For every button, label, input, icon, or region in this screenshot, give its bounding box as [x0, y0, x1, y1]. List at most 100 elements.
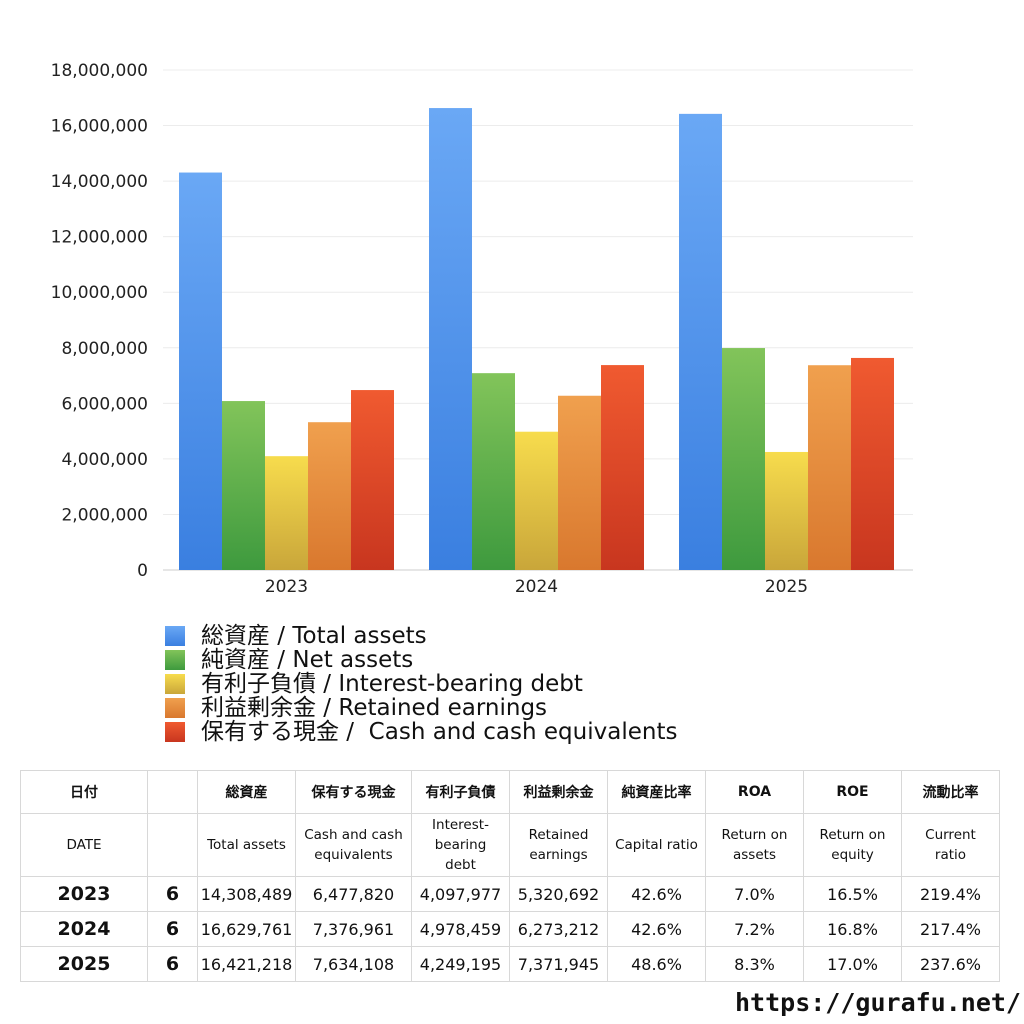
table-cell: 6 — [147, 911, 198, 947]
y-tick-label: 8,000,000 — [61, 339, 148, 359]
bar-2024-series-1 — [472, 373, 515, 570]
table-row: 2025 6 16,421,218 7,634,108 4,249,195 7,371,9… — [20, 946, 1000, 982]
y-axis-ticks: 0 2,000,000 4,000,000 6,000,000 8,000,000 10,… — [51, 61, 148, 581]
table-cell: 有利子負債 — [411, 770, 510, 814]
table-cell: 7.2% — [705, 911, 804, 947]
table-cell: 42.6% — [607, 876, 706, 912]
table-cell: 8.3% — [705, 946, 804, 982]
table-cell: Current ratio — [901, 813, 1000, 877]
table-cell: 4,097,977 — [411, 876, 510, 912]
bar-2025-series-2 — [765, 451, 808, 570]
table-cell: 4,249,195 — [411, 946, 510, 982]
table-cell: 6,273,212 — [509, 911, 608, 947]
table-cell: 219.4% — [901, 876, 1000, 912]
y-tick-label: 4,000,000 — [61, 450, 148, 470]
table-row: 2024 6 16,629,761 7,376,961 4,978,459 6,273,2… — [20, 911, 1000, 947]
x-tick-label: 2023 — [265, 577, 308, 597]
table-cell: Retained earnings — [509, 813, 608, 877]
table-cell: 2024 — [20, 911, 148, 947]
legend-label: 保有する現金 / Cash and cash equivalents — [201, 719, 678, 745]
bar-2023-series-3 — [308, 422, 351, 570]
bars — [179, 108, 894, 571]
legend-label: 総資産 / Total assets — [201, 623, 427, 649]
table-cell: 16.5% — [803, 876, 902, 912]
table-cell: 6 — [147, 946, 198, 982]
table-cell: 7,634,108 — [295, 946, 412, 982]
table-cell: 17.0% — [803, 946, 902, 982]
legend-item: 有利子負債 / Interest-bearing debt — [165, 672, 677, 696]
table-cell: 16,629,761 — [197, 911, 296, 947]
legend-item: 保有する現金 / Cash and cash equivalents — [165, 720, 677, 744]
y-tick-label: 10,000,000 — [51, 283, 148, 303]
table-cell: 5,320,692 — [509, 876, 608, 912]
table-cell — [147, 770, 198, 814]
table-cell: 237.6% — [901, 946, 1000, 982]
bar-2025-series-3 — [808, 365, 851, 570]
table-cell: 総資産 — [197, 770, 296, 814]
y-tick-label: 14,000,000 — [51, 172, 148, 192]
table-cell: 14,308,489 — [197, 876, 296, 912]
table-header-en: DATE Total assets Cash and cash equivalents… — [20, 813, 1000, 877]
bar-2024-series-0 — [429, 108, 472, 570]
bar-2025-series-0 — [679, 113, 722, 571]
table-cell: Cash and cash equivalents — [295, 813, 412, 877]
bar-2023-series-1 — [222, 401, 265, 570]
legend-swatch — [165, 722, 185, 742]
table-cell: 7,376,961 — [295, 911, 412, 947]
bar-2025-series-1 — [722, 348, 765, 570]
table-cell: ROA — [705, 770, 804, 814]
table-cell: 利益剰余金 — [509, 770, 608, 814]
y-tick-label: 18,000,000 — [51, 61, 148, 81]
table-cell: 7.0% — [705, 876, 804, 912]
legend-item: 純資産 / Net assets — [165, 648, 677, 672]
table-cell: 日付 — [20, 770, 148, 814]
table-cell: 4,978,459 — [411, 911, 510, 947]
legend-item: 利益剰余金 / Retained earnings — [165, 696, 677, 720]
table-row: 2023 6 14,308,489 6,477,820 4,097,977 5,320,6… — [20, 876, 1000, 912]
table-cell: Capital ratio — [607, 813, 706, 877]
bar-2024-series-2 — [515, 431, 558, 570]
table-cell: 2023 — [20, 876, 148, 912]
footer-url[interactable]: https://gurafu.net/ — [735, 988, 1021, 1017]
table-cell: Return on assets — [705, 813, 804, 877]
table-cell: 48.6% — [607, 946, 706, 982]
chart-legend: 総資産 / Total assets 純資産 / Net assets 有利子負債 … — [165, 624, 677, 744]
table-cell: 16,421,218 — [197, 946, 296, 982]
legend-swatch — [165, 650, 185, 670]
financial-data-table: 日付 総資産 保有する現金 有利子負債 利益剰余金 純資産比率 ROA ROE 流動比率 DATE… — [20, 770, 1000, 982]
bar-2023-series-2 — [265, 456, 308, 570]
table-cell: Interest-bearing debt — [411, 813, 510, 877]
bar-2023-series-0 — [179, 172, 222, 570]
y-tick-label: 12,000,000 — [51, 228, 148, 248]
table-header-ja: 日付 総資産 保有する現金 有利子負債 利益剰余金 純資産比率 ROA ROE 流動比率 — [20, 770, 1000, 814]
table-cell: Return on equity — [803, 813, 902, 877]
legend-label: 有利子負債 / Interest-bearing debt — [201, 671, 583, 697]
table-cell: 6,477,820 — [295, 876, 412, 912]
table-cell: 流動比率 — [901, 770, 1000, 814]
table-cell: 純資産比率 — [607, 770, 706, 814]
table-cell — [147, 813, 198, 877]
x-axis-ticks: 2023 2024 2025 — [265, 577, 808, 597]
legend-swatch — [165, 698, 185, 718]
legend-label: 利益剰余金 / Retained earnings — [201, 695, 548, 721]
table-cell: 2025 — [20, 946, 148, 982]
table-cell: 6 — [147, 876, 198, 912]
bar-chart: 0 2,000,000 4,000,000 6,000,000 8,000,000 10,… — [51, 61, 913, 597]
table-cell: 42.6% — [607, 911, 706, 947]
table-cell: 217.4% — [901, 911, 1000, 947]
table-cell: Total assets — [197, 813, 296, 877]
y-tick-label: 16,000,000 — [51, 117, 148, 137]
bar-2025-series-4 — [851, 357, 894, 570]
x-tick-label: 2024 — [515, 577, 558, 597]
bar-2024-series-3 — [558, 395, 601, 570]
y-tick-label: 6,000,000 — [61, 394, 148, 414]
table-cell: 16.8% — [803, 911, 902, 947]
table-cell: 保有する現金 — [295, 770, 412, 814]
y-tick-label: 0 — [137, 561, 148, 581]
bar-2024-series-4 — [601, 365, 644, 570]
x-tick-label: 2025 — [765, 577, 808, 597]
legend-label: 純資産 / Net assets — [201, 647, 414, 673]
bar-2023-series-4 — [351, 390, 394, 570]
legend-swatch — [165, 626, 185, 646]
legend-swatch — [165, 674, 185, 694]
